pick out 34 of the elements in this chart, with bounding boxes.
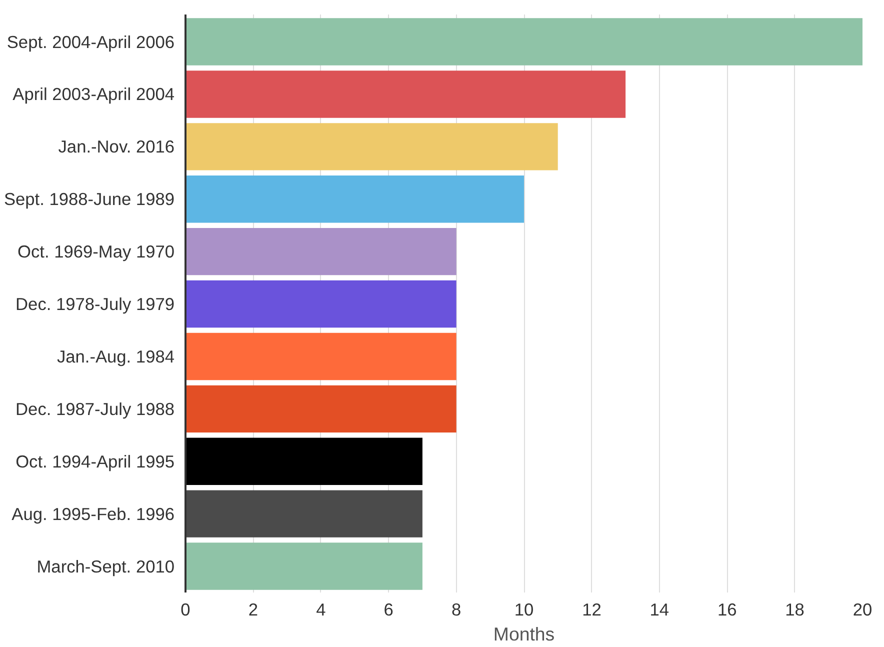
bar <box>186 18 862 66</box>
x-axis-title: Months <box>493 624 555 644</box>
x-tick-label: 2 <box>248 600 258 620</box>
y-tick-label: Sept. 1988-June 1989 <box>4 189 175 210</box>
x-tick-label: 18 <box>785 600 804 620</box>
x-tick-label: 6 <box>384 600 394 620</box>
bar <box>186 280 456 328</box>
x-tick-label: 12 <box>582 600 602 620</box>
x-tick-label: 4 <box>316 600 326 620</box>
y-tick-label: April 2003-April 2004 <box>12 84 175 104</box>
bar <box>186 385 456 433</box>
x-tick-label: 10 <box>514 600 534 620</box>
x-tick-label: 8 <box>451 600 462 620</box>
bar <box>186 228 456 276</box>
bar <box>186 490 422 538</box>
bar <box>186 70 626 118</box>
bar <box>186 176 524 223</box>
y-tick-label: Sept. 2004-April 2006 <box>6 32 175 52</box>
bar <box>186 123 558 170</box>
bar <box>186 332 456 380</box>
bar <box>186 542 422 590</box>
y-tick-label: Aug. 1995-Feb. 1996 <box>12 504 175 524</box>
bar <box>186 438 422 485</box>
y-tick-label: Dec. 1987-July 1988 <box>16 398 175 419</box>
y-tick-label: Dec. 1978-July 1979 <box>16 294 175 314</box>
x-tick-label: 14 <box>650 600 670 620</box>
x-tick-label: 20 <box>852 600 872 620</box>
y-tick-label: Jan.-Nov. 2016 <box>58 136 175 157</box>
x-tick-label: 0 <box>180 600 190 620</box>
y-tick-label: Jan.-Aug. 1984 <box>56 346 175 366</box>
x-tick-label: 16 <box>717 600 737 620</box>
y-tick-label: March-Sept. 2010 <box>36 556 175 576</box>
y-tick-label: Oct. 1969-May 1970 <box>18 242 175 262</box>
y-tick-label: Oct. 1994-April 1995 <box>16 451 175 472</box>
